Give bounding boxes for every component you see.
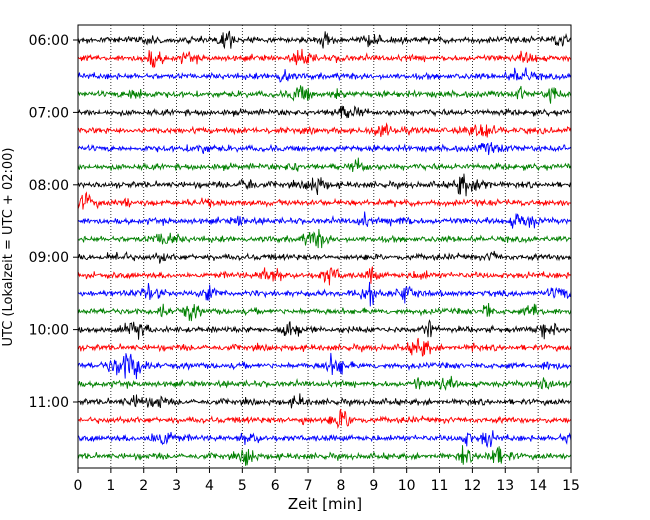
x-tick-label: 3 bbox=[172, 478, 181, 494]
x-tick-label: 9 bbox=[369, 478, 378, 494]
y-axis-label: UTC (Lokalzeit = UTC + 02:00) bbox=[1, 148, 16, 347]
y-tick-label: 09:00 bbox=[29, 250, 69, 266]
x-tick-label: 14 bbox=[529, 478, 547, 494]
trace-0645 bbox=[77, 85, 572, 104]
y-tick-label: 07:00 bbox=[29, 105, 69, 121]
trace-0800 bbox=[77, 173, 572, 197]
trace-0715 bbox=[77, 122, 572, 138]
x-tick-label: 12 bbox=[463, 478, 481, 494]
x-tick-label: 8 bbox=[336, 478, 345, 494]
trace-1130 bbox=[77, 430, 572, 448]
trace-1115 bbox=[77, 408, 572, 429]
trace-1100 bbox=[77, 393, 572, 409]
trace-1000 bbox=[77, 319, 572, 340]
x-axis: 0 1 2 3 4 5 6 7 8 9 10 11 12 13 14 15 bbox=[74, 468, 580, 494]
trace-0915 bbox=[77, 266, 572, 286]
trace-0745 bbox=[77, 157, 572, 173]
trace-0615 bbox=[77, 48, 572, 69]
x-tick-label: 5 bbox=[238, 478, 247, 494]
plot-frame bbox=[77, 24, 572, 469]
x-tick-label: 6 bbox=[271, 478, 280, 494]
trace-0630 bbox=[77, 67, 572, 83]
trace-0600 bbox=[77, 30, 572, 50]
x-tick-label: 11 bbox=[431, 478, 449, 494]
x-tick-label: 0 bbox=[74, 478, 83, 494]
x-tick-label: 10 bbox=[398, 478, 416, 494]
y-axis: 06:00 07:00 08:00 09:00 10:00 11:00 bbox=[29, 33, 78, 411]
trace-1030 bbox=[77, 352, 572, 380]
grid-lines bbox=[110, 25, 539, 468]
trace-1015 bbox=[77, 337, 572, 357]
y-tick-label: 10:00 bbox=[29, 323, 69, 339]
seismic-traces bbox=[77, 30, 572, 466]
trace-0700 bbox=[77, 105, 572, 119]
x-tick-label: 15 bbox=[562, 478, 580, 494]
y-tick-label: 11:00 bbox=[29, 395, 69, 411]
y-tick-label: 06:00 bbox=[29, 33, 69, 49]
trace-0730 bbox=[77, 142, 572, 156]
trace-1145 bbox=[77, 445, 572, 466]
x-tick-label: 2 bbox=[139, 478, 148, 494]
trace-0845 bbox=[77, 228, 572, 249]
x-tick-label: 13 bbox=[496, 478, 514, 494]
x-tick-label: 7 bbox=[304, 478, 313, 494]
trace-0830 bbox=[77, 211, 572, 229]
y-tick-label: 08:00 bbox=[29, 178, 69, 194]
trace-0815 bbox=[77, 191, 572, 210]
trace-0930 bbox=[77, 281, 572, 307]
trace-0945 bbox=[77, 302, 572, 322]
x-tick-label: 1 bbox=[106, 478, 115, 494]
trace-1045 bbox=[77, 375, 572, 391]
trace-0900 bbox=[77, 250, 572, 264]
x-tick-label: 4 bbox=[205, 478, 214, 494]
x-axis-label: Zeit [min] bbox=[288, 495, 362, 513]
